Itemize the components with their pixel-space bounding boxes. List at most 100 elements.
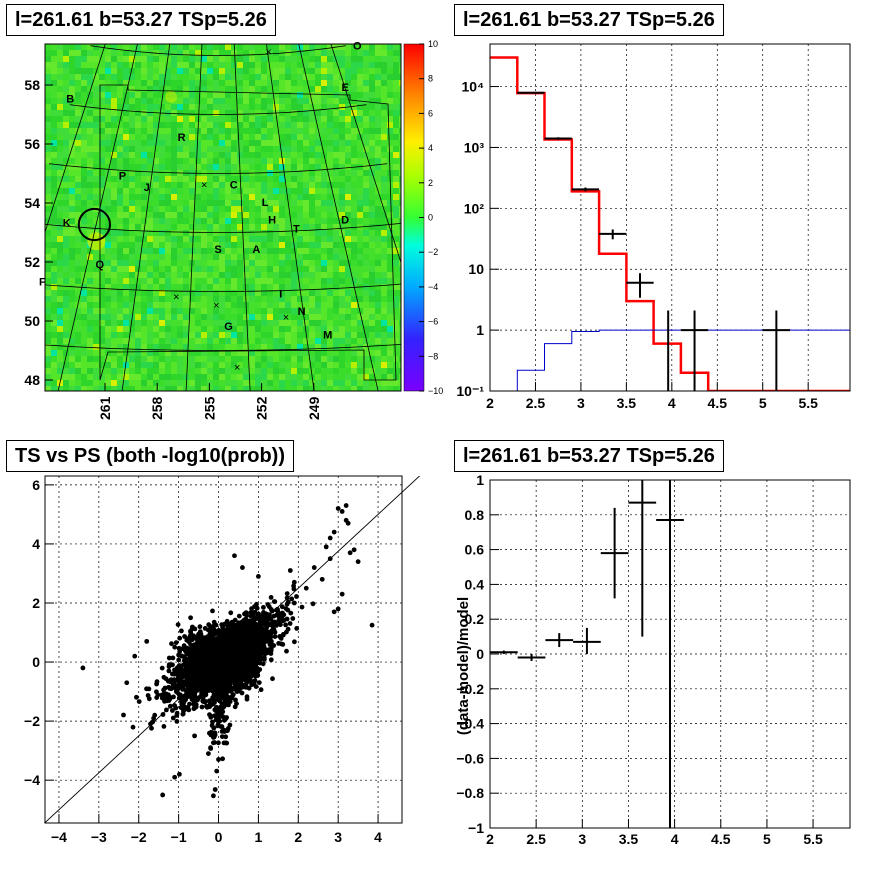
region-label: S <box>214 244 221 256</box>
colorbar-tick-label: −6 <box>428 317 438 327</box>
reference-line <box>43 476 421 823</box>
scatter-point <box>197 646 203 651</box>
x-tick-label: 4.5 <box>708 395 728 411</box>
y-tick-label: 0.8 <box>465 507 485 523</box>
scatter-point <box>232 704 238 710</box>
residual-panel: 2 2.5 3 3.5 4 4.5 5 5.5 1 0.8 0.6 0.4 0.2 0 −0.2 −0.4 −0… <box>448 436 896 872</box>
spectrum-panel: 2 2.5 3 3.5 4 4.5 5 5.5 10⁴ 10³ 10² 10 1 10⁻¹ l=261.6… <box>448 0 896 436</box>
scatter-point <box>195 697 200 703</box>
scatter-point <box>239 690 245 696</box>
scatter-point <box>202 653 208 658</box>
scatter-point <box>229 640 235 646</box>
scatter-point <box>263 626 269 632</box>
scatter-point <box>243 668 248 673</box>
y-tick-label: 10⁻¹ <box>456 383 484 399</box>
y-tick-label: 0.4 <box>465 576 485 592</box>
scatter-point <box>203 664 209 670</box>
x-tick-label: 3.5 <box>619 831 639 847</box>
scatter-point <box>198 682 204 688</box>
region-label: P <box>119 170 126 182</box>
x-tick-label: −4 <box>51 829 67 845</box>
scatter-point <box>194 635 200 641</box>
scatter-point <box>268 646 274 652</box>
region-label: H <box>268 215 276 227</box>
scatter-point <box>284 616 290 622</box>
scatter-point <box>214 630 220 636</box>
scatter-point <box>196 631 202 637</box>
scatter-point <box>224 666 230 672</box>
scatter-point <box>180 686 185 692</box>
scatter-point <box>154 689 159 695</box>
scatter-point <box>287 621 293 626</box>
scatter-point <box>222 699 228 704</box>
scatter-point <box>236 613 242 619</box>
scatter-point <box>224 618 230 624</box>
x-tick-label: 249 <box>306 396 322 420</box>
colorbar-tick-label: −2 <box>428 247 438 257</box>
scatter-point <box>154 681 160 687</box>
y-tick-label: 1 <box>476 472 484 488</box>
scatter-point <box>202 626 208 631</box>
region-label: Q <box>95 259 104 271</box>
scatter-point <box>263 649 268 655</box>
scatter-point <box>130 724 136 730</box>
scatter-point <box>343 503 349 508</box>
scatter-point <box>230 664 236 670</box>
scatter-point <box>223 734 229 740</box>
scatter-point <box>253 673 259 679</box>
scatter-point <box>145 693 151 698</box>
colorbar-tick-label: −4 <box>428 282 438 292</box>
scatter-point <box>207 636 212 642</box>
x-tick-label: −2 <box>131 829 147 845</box>
scatter-point <box>246 653 252 659</box>
scatter-point <box>166 662 172 667</box>
source-circle <box>77 207 111 242</box>
y-tick-label: −2 <box>24 713 40 729</box>
scatter-point <box>259 656 264 662</box>
scatter-point <box>270 676 275 682</box>
scatter-point <box>291 579 297 585</box>
scatter-point <box>335 606 341 612</box>
scatter-point <box>149 725 154 731</box>
scatter-point <box>257 667 263 672</box>
region-label: D <box>341 215 349 227</box>
scatter-point <box>212 730 218 736</box>
scatter-point <box>213 622 219 628</box>
region-label: O <box>353 41 362 53</box>
scatter-point <box>219 646 225 652</box>
scatter-point <box>232 623 238 629</box>
scatter-point <box>245 634 250 639</box>
scatter-point <box>251 610 256 616</box>
x-tick-label: 255 <box>201 396 217 420</box>
scatter-point <box>173 640 179 645</box>
x-tick-label: 252 <box>254 396 270 420</box>
region-label: B <box>66 94 74 106</box>
scatter-point <box>278 641 284 647</box>
scatter-point <box>248 639 253 645</box>
scatter-point <box>208 702 214 708</box>
x-tick-label: 5 <box>759 395 767 411</box>
scatter-point <box>207 648 213 654</box>
scatter-point <box>310 601 316 607</box>
scatter-point <box>193 665 199 670</box>
scatter-point <box>277 619 282 624</box>
scatter-point <box>132 653 138 659</box>
scatter-point <box>244 673 250 679</box>
scatter-point <box>180 669 185 674</box>
scatter-point <box>192 626 198 632</box>
scatter-point <box>169 641 174 647</box>
scatter-point <box>245 679 251 684</box>
y-tick-label: −0.4 <box>456 716 484 732</box>
scatter-point <box>234 648 240 654</box>
scatter-point <box>186 675 191 680</box>
scatter-point <box>192 705 197 711</box>
scatter-point <box>272 634 278 639</box>
scatter-point <box>212 700 217 705</box>
region-label: L <box>262 197 269 209</box>
scatter-point <box>166 668 172 674</box>
colorbar-tick-label: 4 <box>428 143 433 153</box>
scatter-point <box>254 654 260 659</box>
scatter-point <box>154 695 160 700</box>
x-tick-label: 2.5 <box>526 831 546 847</box>
scatter-point <box>170 715 176 721</box>
